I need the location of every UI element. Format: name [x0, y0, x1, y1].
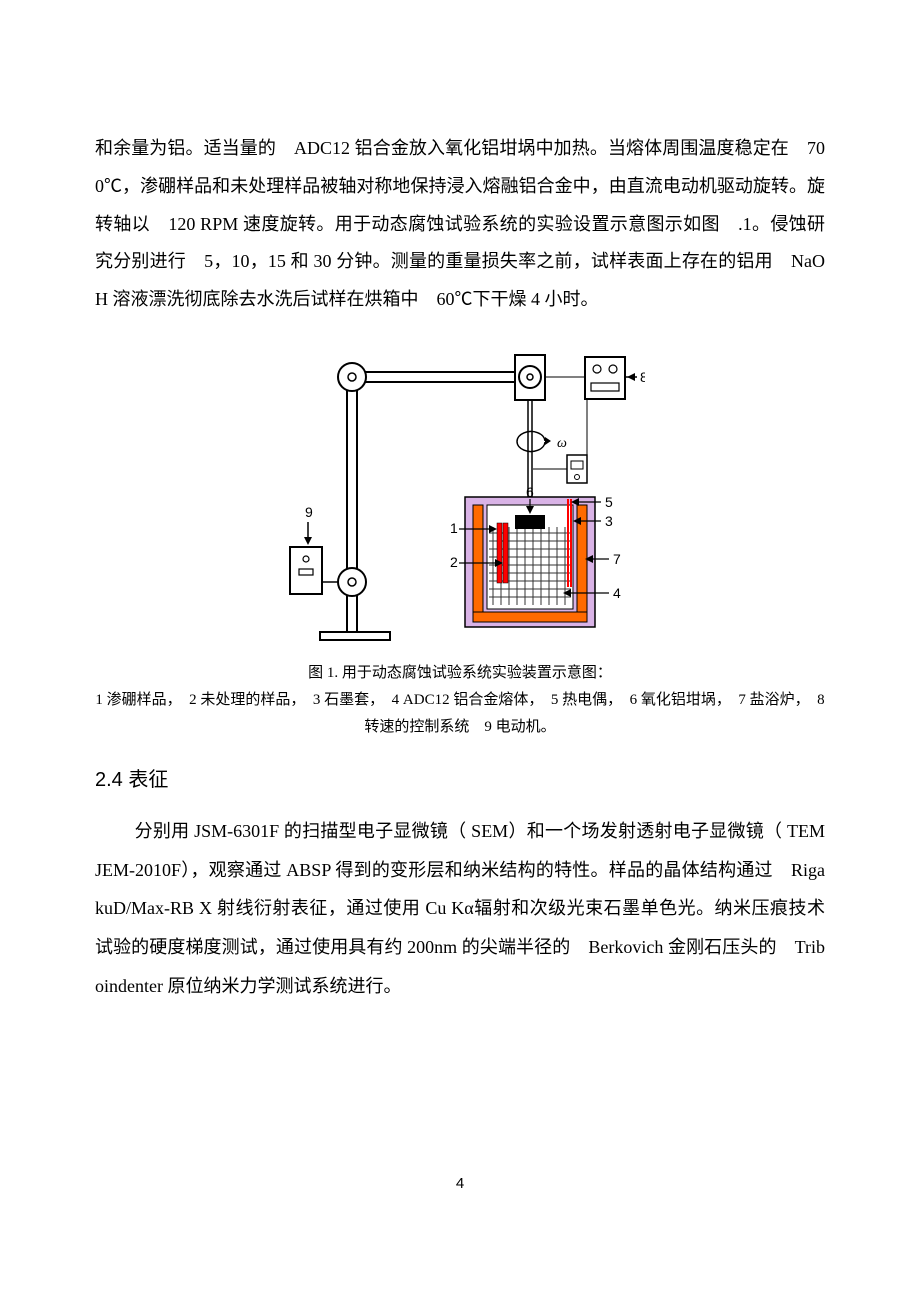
svg-text:6: 6 — [526, 484, 534, 500]
body-paragraph-2: 分别用 JSM-6301F 的扫描型电子显微镜（ SEM）和一个场发射透射电子显… — [95, 812, 825, 1005]
figure-1: ω 9 8 — [95, 337, 825, 741]
section-title: 表征 — [128, 769, 168, 791]
svg-text:5: 5 — [605, 494, 613, 510]
svg-text:4: 4 — [613, 585, 621, 601]
svg-text:ω: ω — [557, 436, 567, 451]
svg-text:3: 3 — [605, 513, 613, 529]
section-number: 2.4 — [95, 769, 123, 791]
apparatus-diagram: ω 9 8 — [275, 337, 645, 647]
svg-text:9: 9 — [305, 504, 313, 520]
svg-text:2: 2 — [450, 554, 458, 570]
figure-caption-title: 图 1. 用于动态腐蚀试验系统实验装置示意图： — [95, 660, 825, 687]
section-heading-2-4: 2.4 表征 — [95, 763, 825, 792]
svg-text:7: 7 — [613, 551, 621, 567]
svg-text:1: 1 — [450, 520, 458, 536]
page-number: 4 — [95, 1175, 825, 1192]
svg-text:8: 8 — [640, 369, 645, 385]
figure-caption-legend: 1 渗硼样品， 2 未处理的样品， 3 石墨套， 4 ADC12 铝合金熔体， … — [95, 687, 825, 741]
body-paragraph-1: 和余量为铝。适当量的 ADC12 铝合金放入氧化铝坩埚中加热。当熔体周围温度稳定… — [95, 130, 825, 319]
